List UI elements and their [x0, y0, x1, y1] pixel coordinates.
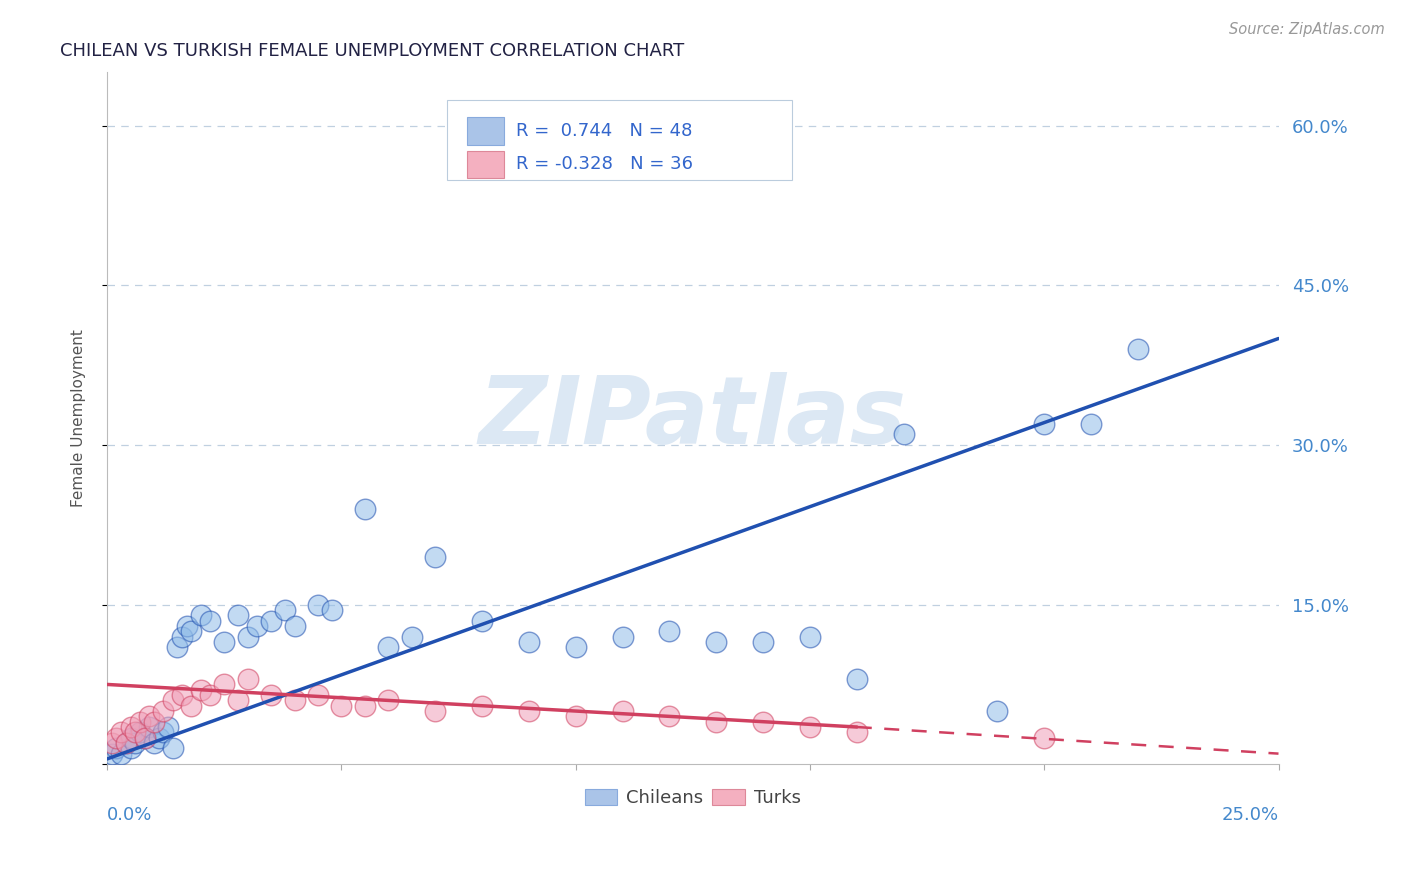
Point [114, 736, 136, 750]
Text: 25.0%: 25.0% [1222, 805, 1278, 824]
Point [321, 603, 343, 617]
Point [283, 693, 305, 707]
Text: 0.0%: 0.0% [107, 805, 152, 824]
Point [1126, 342, 1149, 356]
Point [162, 741, 184, 756]
FancyBboxPatch shape [447, 100, 793, 179]
Point [152, 725, 174, 739]
Point [166, 640, 188, 655]
Text: R =  0.744   N = 48: R = 0.744 N = 48 [516, 122, 692, 140]
Point [423, 704, 446, 718]
Point [226, 608, 249, 623]
Point [658, 709, 681, 723]
Bar [467, 151, 505, 178]
Point [845, 672, 868, 686]
Point [198, 688, 221, 702]
Point [114, 736, 136, 750]
Point [564, 709, 586, 723]
Point [105, 731, 128, 745]
Point [283, 619, 305, 633]
Point [170, 630, 193, 644]
Point [1033, 417, 1056, 431]
Point [307, 688, 329, 702]
Point [1033, 731, 1056, 745]
Bar [467, 118, 505, 145]
Text: Source: ZipAtlas.com: Source: ZipAtlas.com [1229, 22, 1385, 37]
Point [156, 720, 179, 734]
Point [893, 427, 915, 442]
Point [986, 704, 1008, 718]
Point [152, 704, 174, 718]
Point [517, 704, 540, 718]
Point [236, 672, 259, 686]
Point [517, 635, 540, 649]
Point [180, 698, 202, 713]
Point [120, 720, 142, 734]
Point [704, 635, 727, 649]
Point [180, 624, 202, 639]
Point [401, 630, 423, 644]
Text: CHILEAN VS TURKISH FEMALE UNEMPLOYMENT CORRELATION CHART: CHILEAN VS TURKISH FEMALE UNEMPLOYMENT C… [60, 42, 685, 60]
Point [134, 731, 156, 745]
Point [752, 635, 775, 649]
Point [124, 736, 146, 750]
Point [124, 725, 146, 739]
Point [110, 747, 132, 761]
Point [105, 741, 128, 756]
Point [212, 635, 235, 649]
Point [226, 693, 249, 707]
Point [658, 624, 681, 639]
Legend: Chileans, Turks: Chileans, Turks [578, 781, 808, 814]
Point [142, 714, 165, 729]
Point [704, 714, 727, 729]
Point [190, 682, 212, 697]
Point [471, 614, 494, 628]
Point [471, 698, 494, 713]
Point [198, 614, 221, 628]
Point [260, 614, 283, 628]
Point [353, 501, 375, 516]
Point [176, 619, 198, 633]
Point [377, 693, 399, 707]
Point [752, 714, 775, 729]
Point [236, 630, 259, 644]
Point [212, 677, 235, 691]
Point [377, 640, 399, 655]
Point [190, 608, 212, 623]
Point [1080, 417, 1102, 431]
Y-axis label: Female Unemployment: Female Unemployment [72, 329, 86, 508]
Point [148, 731, 170, 745]
Point [330, 698, 353, 713]
Point [307, 598, 329, 612]
Point [142, 736, 165, 750]
Point [612, 630, 634, 644]
Point [799, 630, 821, 644]
Point [564, 640, 586, 655]
Point [353, 698, 375, 713]
Text: R = -0.328   N = 36: R = -0.328 N = 36 [516, 155, 693, 173]
Point [799, 720, 821, 734]
Point [423, 549, 446, 564]
Point [128, 725, 150, 739]
Point [100, 736, 122, 750]
Point [120, 741, 142, 756]
Point [100, 747, 122, 761]
Point [246, 619, 269, 633]
Point [138, 720, 160, 734]
Point [110, 725, 132, 739]
Point [845, 725, 868, 739]
Point [138, 709, 160, 723]
Point [274, 603, 297, 617]
Point [128, 714, 150, 729]
Point [612, 704, 634, 718]
Point [260, 688, 283, 702]
Point [134, 731, 156, 745]
Point [170, 688, 193, 702]
Point [120, 731, 142, 745]
Point [162, 693, 184, 707]
Text: ZIPatlas: ZIPatlas [478, 372, 907, 465]
